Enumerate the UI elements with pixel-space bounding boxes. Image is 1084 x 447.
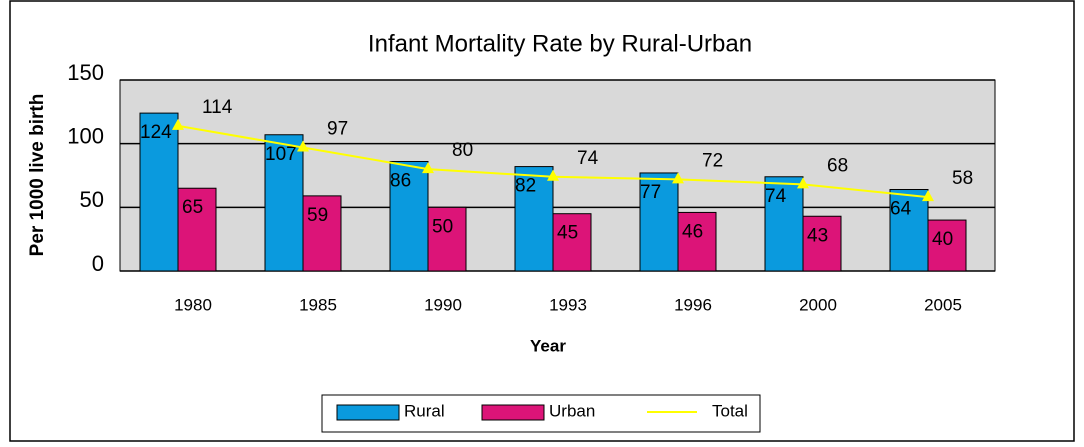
legend-label: Rural bbox=[404, 401, 445, 420]
chart-title: Infant Mortality Rate by Rural-Urban bbox=[368, 30, 752, 57]
value-label: 72 bbox=[702, 150, 723, 171]
y-tick-label: 100 bbox=[67, 123, 104, 148]
y-axis-label: Per 1000 live birth bbox=[27, 94, 48, 257]
marker bbox=[547, 169, 559, 181]
bar bbox=[764, 176, 804, 272]
value-label: 74 bbox=[577, 148, 599, 169]
value-label: 43 bbox=[807, 225, 828, 246]
value-label: 86 bbox=[390, 171, 411, 192]
value-label: 45 bbox=[557, 223, 578, 244]
value-label: 114 bbox=[202, 97, 233, 118]
legend-swatch bbox=[336, 404, 400, 421]
y-tick-label: 150 bbox=[67, 60, 104, 85]
bar bbox=[802, 215, 842, 272]
bar bbox=[677, 211, 717, 272]
value-label: 82 bbox=[515, 176, 536, 197]
bar bbox=[177, 187, 217, 272]
marker bbox=[297, 140, 309, 152]
value-label: 65 bbox=[182, 197, 203, 218]
x-tick-label: 1990 bbox=[424, 295, 462, 314]
x-tick-label: 1980 bbox=[174, 295, 212, 314]
value-label: 97 bbox=[327, 119, 348, 140]
bar bbox=[552, 213, 592, 272]
legend-label: Urban bbox=[549, 401, 595, 420]
value-label: 59 bbox=[307, 205, 328, 226]
value-label: 107 bbox=[265, 144, 297, 165]
x-tick-label: 1985 bbox=[299, 295, 337, 314]
legend-swatch bbox=[481, 404, 545, 421]
value-label: 40 bbox=[932, 229, 953, 250]
x-axis-label: Year bbox=[530, 336, 566, 355]
x-tick-label: 1993 bbox=[549, 295, 587, 314]
bar bbox=[389, 160, 429, 272]
value-label: 50 bbox=[432, 216, 453, 237]
value-label: 64 bbox=[890, 199, 912, 220]
bar bbox=[927, 219, 967, 272]
value-label: 58 bbox=[952, 168, 973, 189]
marker bbox=[797, 177, 809, 189]
x-tick-label: 1996 bbox=[674, 295, 712, 314]
value-label: 80 bbox=[452, 140, 473, 161]
bar bbox=[302, 195, 342, 272]
x-tick-label: 2000 bbox=[799, 295, 837, 314]
value-label: 68 bbox=[827, 155, 848, 176]
bar bbox=[139, 112, 179, 272]
value-label: 74 bbox=[765, 186, 787, 207]
y-tick-label: 0 bbox=[92, 251, 104, 276]
bar bbox=[427, 206, 467, 272]
value-label: 124 bbox=[140, 122, 172, 143]
legend-label: Total bbox=[712, 401, 748, 420]
value-label: 77 bbox=[640, 182, 661, 203]
x-tick-label: 2005 bbox=[924, 295, 962, 314]
value-label: 46 bbox=[682, 221, 703, 242]
marker bbox=[672, 172, 684, 184]
marker bbox=[422, 162, 434, 174]
marker bbox=[172, 118, 184, 130]
bar bbox=[264, 134, 304, 272]
bar bbox=[889, 189, 929, 272]
y-tick-label: 50 bbox=[80, 187, 104, 212]
marker bbox=[922, 190, 934, 202]
